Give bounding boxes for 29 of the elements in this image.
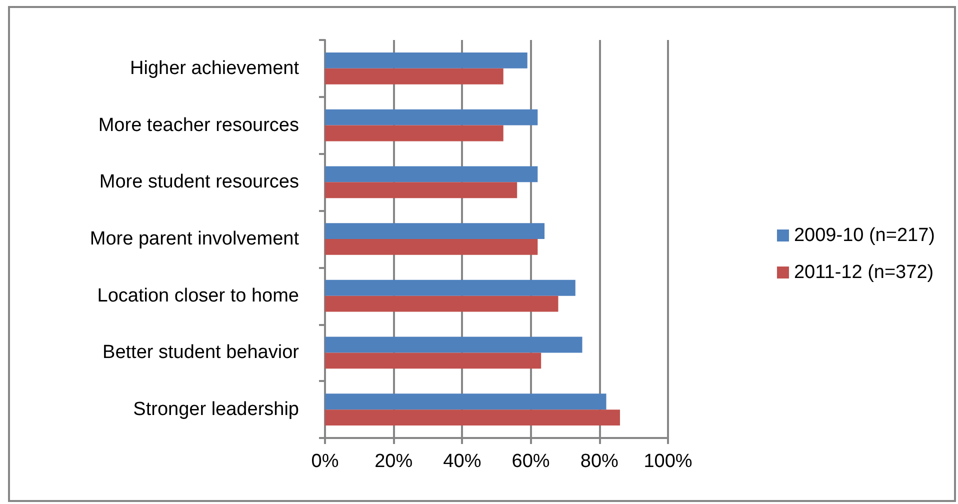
bar [325,68,504,84]
y-tick-label: More parent involvement [90,228,300,250]
bar [325,52,528,68]
bar [325,410,620,426]
bar [325,182,518,198]
y-tick-label: More student resources [99,172,299,193]
y-tick-label: Location closer to home [97,285,299,306]
y-tick-label: Stronger leadership [133,399,299,420]
bar [325,336,582,353]
x-tick-label: 80% [580,451,619,472]
bar [325,125,504,142]
bar [325,394,606,410]
bar [325,239,538,255]
legend-label: 2009-10 (n=217) [794,225,936,246]
y-tick-label: More teacher resources [98,114,299,136]
x-tick-label: 60% [512,451,550,472]
bar [325,352,542,369]
x-tick-label: 40% [443,451,482,472]
y-tick-label: Better student behavior [102,342,300,364]
bar [325,296,558,312]
legend-label: 2011-12 (n=372) [794,262,934,283]
x-tick-label: 100% [644,451,692,472]
bar [325,166,538,182]
x-tick-label: 20% [374,451,413,472]
y-tick-label: Higher achievement [130,58,300,79]
bar [325,223,545,239]
bar [325,280,576,296]
x-tick-label: 0% [311,451,339,472]
bar [325,109,538,126]
